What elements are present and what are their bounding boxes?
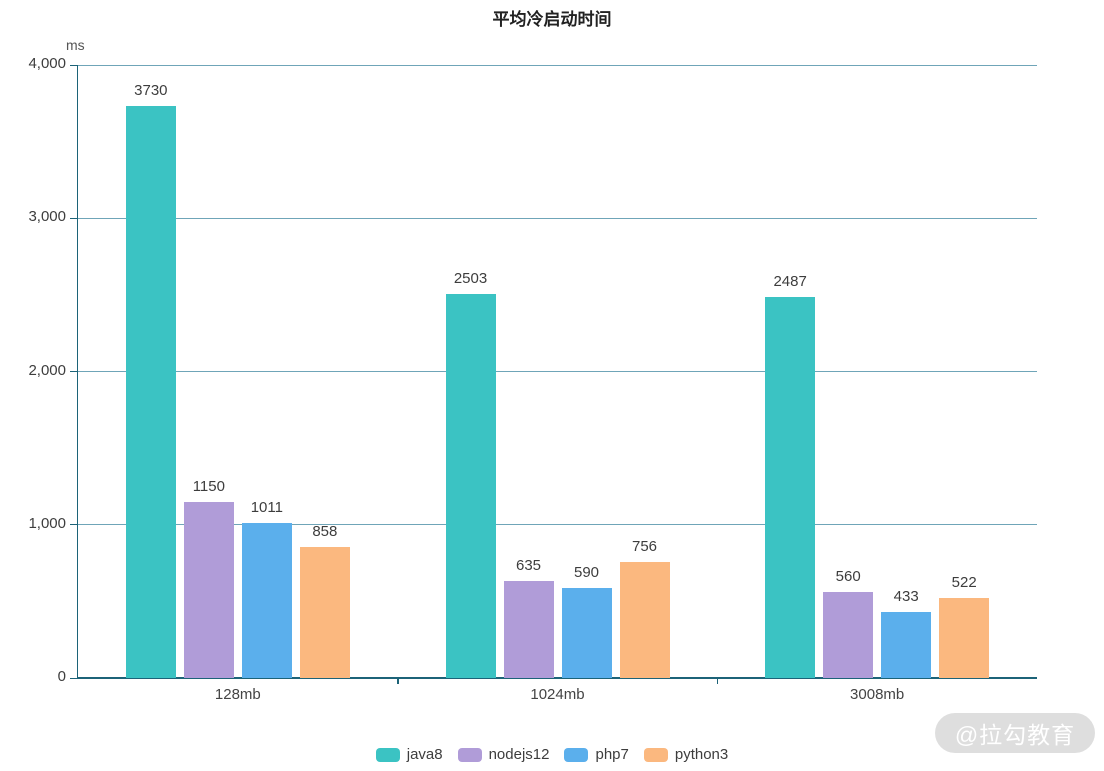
y-tick-label: 2,000 [28,361,66,379]
x-axis-tick [397,678,399,684]
bar-nodejs12-128mb[interactable] [183,501,234,678]
value-label: 858 [312,522,338,540]
gridline [78,524,1037,526]
legend-label: python3 [674,746,729,763]
legend-label: php7 [595,746,629,763]
watermark-badge: @拉勾教育 [935,713,1095,753]
y-tick-label: 4,000 [28,55,66,72]
bar-nodejs12-1024mb[interactable] [503,580,554,678]
bar-nodejs12-3008mb[interactable] [823,592,874,678]
bar-php7-128mb[interactable] [241,523,292,678]
chart-title: 平均冷启动时间 [492,10,612,29]
value-label: 433 [893,587,919,605]
legend-swatch-icon [375,747,400,762]
value-label: 635 [515,556,542,574]
bar-php7-3008mb[interactable] [881,611,932,678]
bar-java8-1024mb[interactable] [445,294,496,678]
legend-swatch-icon [564,747,589,762]
y-axis-tick [70,371,78,372]
bar-python3-1024mb[interactable] [619,562,670,678]
value-label: 3730 [134,82,168,100]
bar-java8-128mb[interactable] [125,106,176,678]
bar-php7-1024mb[interactable] [561,587,612,678]
bar-java8-3008mb[interactable] [765,296,816,678]
y-axis-tick [70,677,78,679]
value-label: 2503 [453,270,488,288]
bar-python3-128mb[interactable] [299,546,350,678]
gridline [78,64,1037,66]
y-axis-tick [70,524,78,526]
value-label: 2487 [773,272,807,290]
value-label: 756 [631,538,658,556]
y-tick-label: 0 [57,668,66,685]
legend-label: nodejs12 [488,746,550,763]
y-axis-tick [70,64,78,66]
gridline [78,371,1037,372]
x-axis-tick [716,678,719,684]
legend-item-php7[interactable]: php7 [564,746,629,763]
value-label: 1011 [250,499,283,517]
legend-item-java8[interactable]: java8 [375,746,443,763]
y-tick-label: 3,000 [28,208,66,226]
legend-label: java8 [406,746,443,763]
category-label-1024mb: 1024mb [530,686,585,703]
legend-swatch-icon [457,747,482,762]
value-label: 590 [573,563,600,581]
bar-python3-3008mb[interactable] [939,598,990,678]
y-axis-tick [70,217,78,219]
value-label: 522 [951,574,977,591]
legend: java8 nodejs12 php7 python3 [0,746,1104,763]
y-tick-label: 1,000 [28,514,66,532]
y-axis-unit-label: ms [66,37,85,53]
x-axis-line [76,677,1037,679]
legend-item-python3[interactable]: python3 [643,746,729,763]
category-label-128mb: 128mb [214,686,261,703]
legend-swatch-icon [643,747,668,762]
value-label: 1150 [192,477,225,495]
gridline [78,217,1037,219]
category-label-3008mb: 3008mb [850,686,905,703]
value-label: 560 [835,568,861,586]
legend-item-nodejs12[interactable]: nodejs12 [457,746,550,763]
y-axis-line [76,65,78,678]
